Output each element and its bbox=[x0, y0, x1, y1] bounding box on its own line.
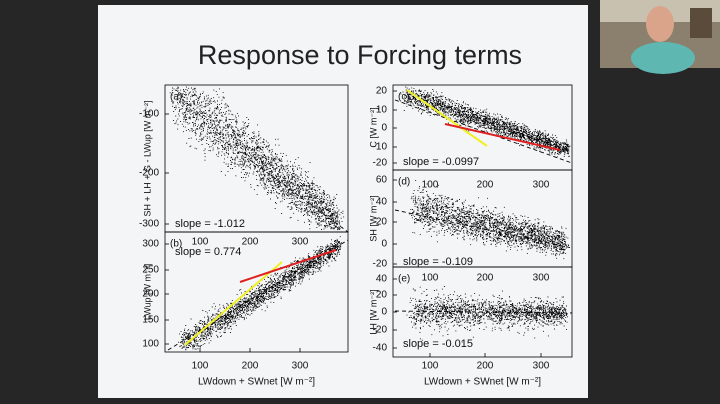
fit-line bbox=[184, 261, 283, 346]
y-tick-label: 40 bbox=[376, 197, 388, 208]
fit-line bbox=[406, 89, 488, 147]
slide-title: Response to Forcing terms bbox=[198, 40, 522, 70]
y-tick-label: 60 bbox=[376, 175, 388, 186]
x-tick-label: 100 bbox=[422, 273, 439, 284]
x-tick-label: 300 bbox=[533, 361, 550, 372]
panel-label: (a) bbox=[170, 92, 182, 103]
y-tick-label: 0 bbox=[381, 307, 387, 318]
webcam-face bbox=[646, 6, 674, 42]
y-tick-label: 250 bbox=[142, 265, 159, 276]
scatter-cloud bbox=[169, 86, 345, 231]
y-axis-label: LWup [W m⁻²] bbox=[142, 264, 152, 320]
webcam-shirt bbox=[631, 42, 695, 74]
y-tick-label: 20 bbox=[376, 86, 388, 97]
scatter-cloud bbox=[409, 179, 570, 260]
fit-line bbox=[249, 159, 349, 233]
y-tick-label: -300 bbox=[139, 219, 159, 230]
x-tick-label: 200 bbox=[242, 361, 259, 372]
y-tick-label: 0 bbox=[381, 123, 387, 134]
y-tick-label: 150 bbox=[142, 315, 159, 326]
panel-label: (e) bbox=[398, 274, 410, 285]
plot-frame bbox=[164, 231, 349, 353]
y-tick-label: -200 bbox=[139, 168, 159, 179]
x-tick-label: 300 bbox=[292, 361, 309, 372]
x-tick-label: 100 bbox=[192, 237, 209, 248]
webcam bbox=[600, 0, 720, 74]
x-axis-label: LWdown + SWnet [W m⁻²] bbox=[198, 377, 315, 388]
y-tick-label: 100 bbox=[142, 339, 159, 350]
y-tick-label: 300 bbox=[142, 239, 159, 250]
fit-line bbox=[444, 123, 561, 151]
y-tick-label: -20 bbox=[373, 259, 388, 270]
slope-label: slope = -0.0997 bbox=[403, 156, 479, 168]
y-axis-label: SH + LH + G - LWup [W m⁻²] bbox=[142, 101, 152, 217]
fit-line bbox=[167, 239, 349, 351]
y-tick-label: -100 bbox=[139, 109, 159, 120]
scatter-cloud bbox=[400, 86, 571, 158]
x-tick-label: 200 bbox=[477, 361, 494, 372]
y-tick-label: 200 bbox=[142, 289, 159, 300]
scatter-cloud bbox=[178, 236, 342, 351]
y-tick-label: 20 bbox=[376, 217, 388, 228]
x-tick-label: 200 bbox=[477, 180, 494, 191]
x-tick-label: 300 bbox=[292, 237, 309, 248]
x-axis-label: LWdown + SWnet [W m⁻²] bbox=[424, 377, 541, 388]
webcam-shelf bbox=[690, 8, 712, 38]
x-tick-label: 100 bbox=[422, 180, 439, 191]
slide bbox=[98, 5, 588, 398]
y-axis-label: LH [W m⁻²] bbox=[368, 289, 378, 334]
y-tick-label: -10 bbox=[373, 142, 388, 153]
y-axis-label: SH [W m⁻²] bbox=[368, 195, 378, 241]
x-tick-label: 100 bbox=[422, 361, 439, 372]
fit-line bbox=[394, 310, 573, 314]
panel-label: (b) bbox=[170, 239, 182, 250]
y-axis-label: C [W m⁻²] bbox=[368, 107, 378, 147]
x-tick-label: 200 bbox=[477, 273, 494, 284]
y-tick-label: 20 bbox=[376, 290, 388, 301]
slope-label: slope = -0.109 bbox=[403, 256, 473, 268]
panel-label: (d) bbox=[398, 177, 410, 188]
x-tick-label: 300 bbox=[533, 273, 550, 284]
scatter-cloud bbox=[406, 286, 568, 343]
fit-line bbox=[239, 249, 337, 283]
x-tick-label: 300 bbox=[533, 180, 550, 191]
slope-label: slope = -1.012 bbox=[175, 218, 245, 230]
y-tick-label: -20 bbox=[373, 158, 388, 169]
slope-label: slope = -0.015 bbox=[403, 338, 473, 350]
x-tick-label: 100 bbox=[192, 361, 209, 372]
y-tick-label: 40 bbox=[376, 274, 388, 285]
y-tick-label: 10 bbox=[376, 105, 388, 116]
y-tick-label: 0 bbox=[381, 239, 387, 250]
y-tick-label: -20 bbox=[373, 325, 388, 336]
panel-label: (c) bbox=[398, 92, 410, 103]
x-tick-label: 200 bbox=[242, 237, 259, 248]
y-tick-label: -40 bbox=[373, 343, 388, 354]
fit-line bbox=[394, 209, 573, 249]
fit-line bbox=[394, 99, 573, 164]
slope-label: slope = 0.774 bbox=[175, 246, 241, 258]
